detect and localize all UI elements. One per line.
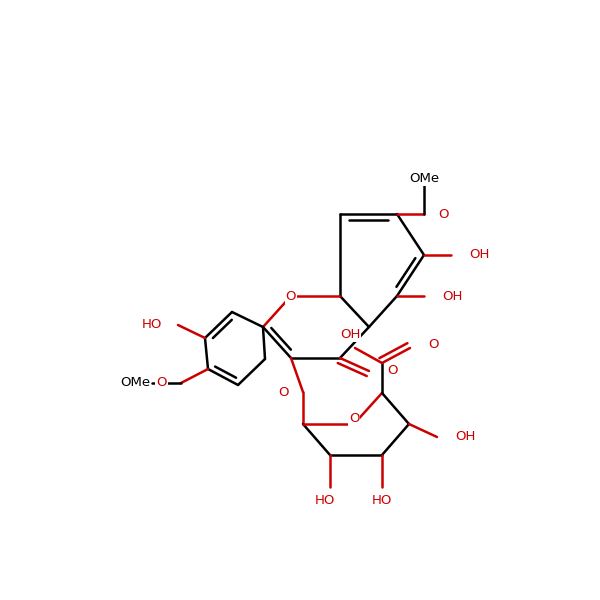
Text: O: O xyxy=(349,413,359,425)
Text: HO: HO xyxy=(142,319,162,331)
Text: O: O xyxy=(387,364,398,377)
Text: O: O xyxy=(157,377,167,389)
Text: HO: HO xyxy=(372,494,392,508)
Text: O: O xyxy=(438,208,449,220)
Text: O: O xyxy=(428,338,439,352)
Text: O: O xyxy=(286,289,296,302)
Text: OH: OH xyxy=(442,289,463,302)
Text: OMe: OMe xyxy=(409,172,439,185)
Text: OH: OH xyxy=(455,431,475,443)
Text: O: O xyxy=(278,385,289,398)
Text: HO: HO xyxy=(315,494,335,508)
Text: OMe: OMe xyxy=(120,377,150,389)
Text: OH: OH xyxy=(340,328,360,340)
Text: OH: OH xyxy=(469,248,490,262)
